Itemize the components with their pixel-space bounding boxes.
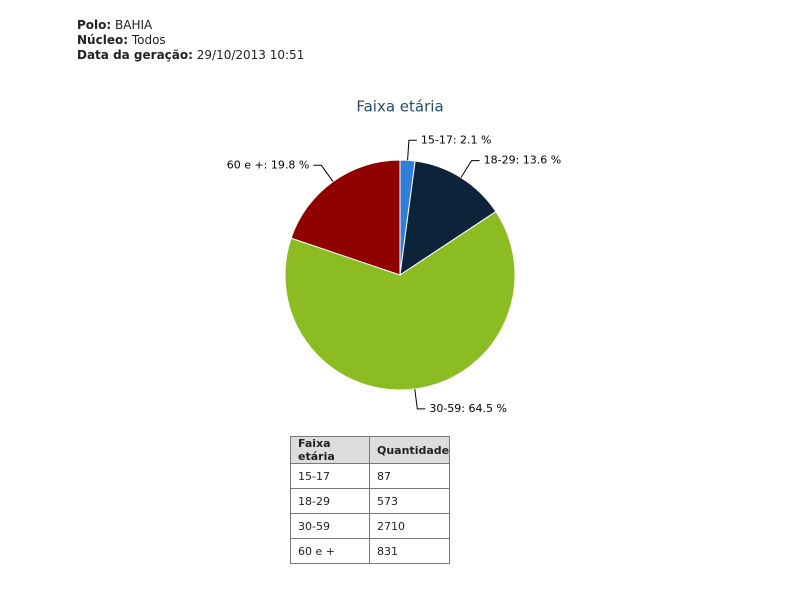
table-cell: 2710 bbox=[368, 513, 451, 539]
data-label: 60 e +: 19.8 % bbox=[227, 158, 310, 171]
label-connector bbox=[313, 164, 334, 182]
column-header: Quantidade bbox=[368, 436, 451, 464]
table-row: 30-59 2710 bbox=[290, 513, 451, 539]
label-connector bbox=[414, 388, 426, 410]
data-label: 30-59: 64.5 % bbox=[429, 402, 507, 415]
field-label: Polo: bbox=[77, 18, 112, 32]
table-cell: 15-17 bbox=[290, 463, 370, 489]
table-header: Faixa etária Quantidade bbox=[290, 436, 451, 464]
label-connector bbox=[407, 139, 417, 161]
field-value: Todos bbox=[131, 33, 166, 47]
pie-slice bbox=[290, 159, 401, 276]
header-field: Núcleo: Todos bbox=[77, 33, 304, 48]
chart: Faixa etária 15-17: 2.1 % 18-29: 13.6 % 30… bbox=[227, 98, 562, 415]
field-label: Data da geração: bbox=[77, 48, 193, 62]
header-field: Polo: BAHIA bbox=[77, 18, 304, 33]
table-cell: 573 bbox=[368, 488, 451, 514]
table-cell: 18-29 bbox=[290, 488, 370, 514]
table-row: 60 e +831 bbox=[290, 538, 451, 564]
column-header: Faixa etária bbox=[290, 436, 370, 464]
label-connector bbox=[460, 160, 480, 178]
table-cell: 60 e + bbox=[290, 538, 370, 564]
pie-slice bbox=[399, 160, 497, 277]
header: Polo: BAHIA Núcleo: Todos Data da geração:… bbox=[77, 18, 304, 63]
chart-title: Faixa etária bbox=[356, 98, 443, 116]
table-row: 15-17 87 bbox=[290, 463, 451, 489]
field-value: 29/10/2013 10:51 bbox=[196, 48, 305, 62]
data-label: 15-17: 2.1 % bbox=[421, 133, 492, 146]
pie-slice bbox=[284, 210, 516, 391]
table-cell: 831 bbox=[368, 538, 451, 564]
data-table: Faixa etária Quantidade 15-17 87 18-29 573 30-… bbox=[290, 436, 451, 564]
header-field: Data da geração: 29/10/2013 10:51 bbox=[77, 48, 304, 63]
field-label: Núcleo: bbox=[77, 33, 128, 47]
table-cell: 87 bbox=[368, 463, 451, 489]
data-label: 18-29: 13.6 % bbox=[484, 154, 562, 167]
table-row: 18-29 573 bbox=[290, 488, 451, 514]
table-cell: 30-59 bbox=[290, 513, 370, 539]
field-value: BAHIA bbox=[115, 18, 153, 32]
